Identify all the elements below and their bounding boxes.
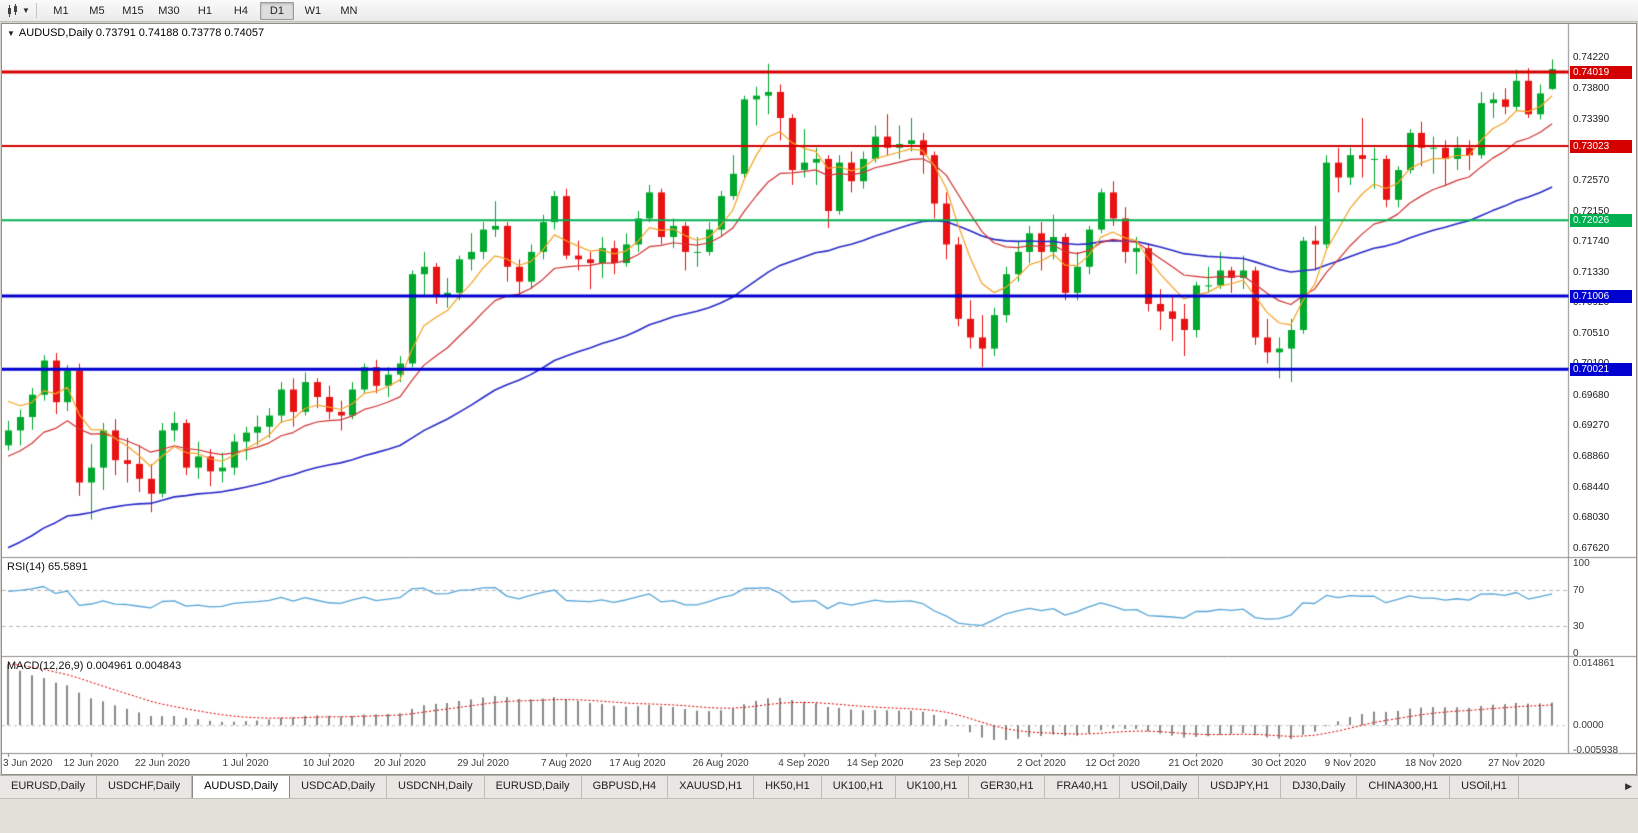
- chart-tab-dj30-daily[interactable]: DJ30,Daily: [1281, 776, 1358, 798]
- timeframe-button-m5[interactable]: M5: [89, 4, 105, 17]
- chart-tab-fra40-h1[interactable]: FRA40,H1: [1045, 776, 1120, 798]
- chart-tab-eurusd-daily[interactable]: EURUSD,Daily: [484, 776, 582, 798]
- timeframe-button-w1[interactable]: W1: [304, 4, 322, 17]
- chart-tab-xauusd-h1[interactable]: XAUUSD,H1: [668, 776, 755, 798]
- timeframe-button-h4[interactable]: H4: [233, 4, 248, 17]
- chart-title-text: AUDUSD,Daily 0.73791 0.74188 0.73778 0.7…: [18, 27, 265, 39]
- chart-tab-hk50-h1[interactable]: HK50,H1: [754, 776, 822, 798]
- chart-window: ▼ AUDUSD,Daily 0.73791 0.74188 0.73778 0…: [1, 23, 1637, 775]
- chart-tab-usoil-h1[interactable]: USOil,H1: [1450, 776, 1519, 798]
- chart-tab-usoil-daily[interactable]: USOil,Daily: [1119, 776, 1200, 798]
- timeframe-button-group: M1 M5 M15 M30 H1 H4 D1 W1 MN: [43, 1, 367, 20]
- chart-tab-usdjpy-h1[interactable]: USDJPY,H1: [1199, 776, 1282, 798]
- candlestick-chart-icon[interactable]: [4, 3, 22, 19]
- chart-tab-eurusd-daily[interactable]: EURUSD,Daily: [0, 776, 97, 798]
- chart-tab-uk100-h1[interactable]: UK100,H1: [895, 776, 970, 798]
- timeframe-button-mn[interactable]: MN: [340, 4, 358, 17]
- chart-tab-bar: EURUSD,Daily USDCHF,Daily AUDUSD,Daily USDC…: [0, 775, 1638, 798]
- chart-tab-ger30-h1[interactable]: GER30,H1: [969, 776, 1046, 798]
- timeframe-button-m15[interactable]: M15: [122, 4, 144, 17]
- chevron-down-icon[interactable]: ▼: [22, 6, 30, 15]
- chart-tab-uk100-h1[interactable]: UK100,H1: [821, 776, 896, 798]
- toolbar-separator: [35, 3, 37, 18]
- chart-title: ▼ AUDUSD,Daily 0.73791 0.74188 0.73778 0…: [7, 27, 264, 39]
- timeframe-button-d1[interactable]: D1: [259, 1, 294, 20]
- price-chart-canvas[interactable]: [2, 24, 1636, 774]
- triangle-down-icon[interactable]: ▼: [7, 28, 15, 38]
- chart-tab-usdcad-daily[interactable]: USDCAD,Daily: [290, 776, 388, 798]
- timeframe-button-m30[interactable]: M30: [158, 4, 180, 17]
- timeframe-button-m1[interactable]: M1: [53, 4, 69, 17]
- toolbar: ▼ M1 M5 M15 M30 H1 H4 D1 W1 MN: [0, 0, 1638, 22]
- status-bar: [0, 798, 1638, 833]
- chart-tab-china300-h1[interactable]: CHINA300,H1: [1357, 776, 1451, 798]
- macd-label: MACD(12,26,9) 0.004961 0.004843: [7, 660, 182, 672]
- timeframe-button-h1[interactable]: H1: [197, 4, 212, 17]
- chart-tab-usdcnh-daily[interactable]: USDCNH,Daily: [387, 776, 485, 798]
- chart-tab-usdchf-daily[interactable]: USDCHF,Daily: [96, 776, 193, 798]
- chart-tab-audusd-daily[interactable]: AUDUSD,Daily: [192, 776, 291, 798]
- chevron-right-icon[interactable]: ▶: [1625, 781, 1632, 791]
- chart-tab-gbpusd-h4[interactable]: GBPUSD,H4: [581, 776, 669, 798]
- rsi-label: RSI(14) 65.5891: [7, 561, 88, 573]
